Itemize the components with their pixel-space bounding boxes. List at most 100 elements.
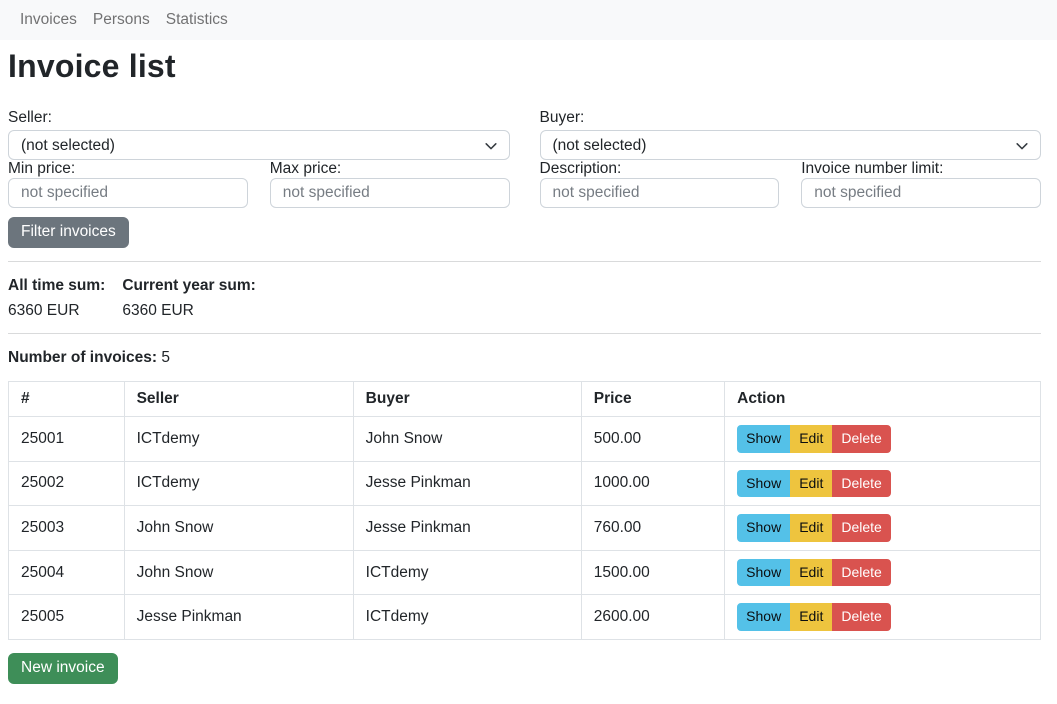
invoice-table-body: 25001 ICTdemy John Snow 500.00 Show Edit… <box>8 415 1041 640</box>
min-price-label: Min price: <box>8 160 76 177</box>
show-button[interactable]: Show <box>737 469 791 498</box>
action-button-group: Show Edit Delete <box>737 469 891 498</box>
filter-invoices-button[interactable]: Filter invoices <box>8 217 129 248</box>
description-input[interactable] <box>539 178 780 208</box>
column-header-action: Action <box>724 380 1041 417</box>
invoice-table: # Seller Buyer Price Action 25001 ICTdem… <box>8 380 1041 640</box>
invoice-count: Number of invoices: 5 <box>8 349 1041 367</box>
seller-label: Seller: <box>8 109 52 126</box>
description-label: Description: <box>539 160 622 177</box>
price-cell: 760.00 <box>580 505 726 551</box>
table-header-row: # Seller Buyer Price Action <box>8 380 1041 417</box>
buyer-select[interactable]: (not selected) <box>539 130 1041 160</box>
show-button[interactable]: Show <box>737 424 791 453</box>
show-button[interactable]: Show <box>737 558 791 587</box>
price-cell: 500.00 <box>580 415 726 462</box>
action-button-group: Show Edit Delete <box>737 424 891 453</box>
show-button[interactable]: Show <box>737 603 791 631</box>
invoice-number-cell: 25004 <box>8 549 125 596</box>
edit-button[interactable]: Edit <box>790 558 833 587</box>
buyer-cell: ICTdemy <box>352 594 582 640</box>
table-row: 25003 John Snow Jesse Pinkman 760.00 Sho… <box>8 505 1041 551</box>
max-price-label: Max price: <box>269 160 342 177</box>
all-time-sum-label: All time sum: <box>8 276 106 294</box>
table-row: 25001 ICTdemy John Snow 500.00 Show Edit… <box>8 415 1041 462</box>
action-cell: Show Edit Delete <box>724 505 1041 551</box>
divider <box>8 260 1041 262</box>
edit-button[interactable]: Edit <box>790 469 833 498</box>
delete-button[interactable]: Delete <box>832 603 891 631</box>
seller-cell: Jesse Pinkman <box>123 594 354 640</box>
invoice-count-label: Number of invoices: <box>8 348 157 366</box>
column-header-buyer: Buyer <box>352 380 582 417</box>
filter-right-column: Buyer: (not selected) Description: Invoi… <box>539 107 1041 208</box>
min-price-input[interactable] <box>8 178 248 208</box>
edit-button[interactable]: Edit <box>790 424 833 453</box>
table-row: 25005 Jesse Pinkman ICTdemy 2600.00 Show… <box>8 594 1041 640</box>
filter-left-column: Seller: (not selected) Min price: Max pr… <box>8 107 510 208</box>
buyer-label: Buyer: <box>539 109 585 126</box>
invoice-number-cell: 25003 <box>8 505 125 551</box>
action-cell: Show Edit Delete <box>724 415 1041 462</box>
buyer-cell: John Snow <box>352 415 582 462</box>
edit-button[interactable]: Edit <box>790 514 833 542</box>
price-cell: 1500.00 <box>580 549 726 596</box>
column-header-price: Price <box>580 380 726 417</box>
page-content: Invoice list Seller: (not selected) Min … <box>0 40 1057 704</box>
buyer-cell: Jesse Pinkman <box>352 505 582 551</box>
edit-button[interactable]: Edit <box>790 603 833 631</box>
seller-cell: John Snow <box>123 549 354 596</box>
buyer-cell: Jesse Pinkman <box>352 460 582 507</box>
seller-select[interactable]: (not selected) <box>8 130 510 160</box>
page-title: Invoice list <box>8 48 176 84</box>
column-header-seller: Seller <box>123 380 354 417</box>
invoice-number-limit-group: Invoice number limit: <box>801 160 1041 208</box>
table-row: 25004 John Snow ICTdemy 1500.00 Show Edi… <box>8 549 1041 596</box>
action-button-group: Show Edit Delete <box>737 603 891 631</box>
action-button-group: Show Edit Delete <box>737 514 891 542</box>
seller-cell: John Snow <box>123 505 354 551</box>
seller-cell: ICTdemy <box>123 460 354 507</box>
all-time-sum-value: 6360 EUR <box>8 301 80 319</box>
description-group: Description: <box>539 160 780 208</box>
nav-item-statistics[interactable]: Statistics <box>165 11 228 28</box>
sums-section: All time sum: 6360 EUR Current year sum:… <box>8 277 1041 320</box>
current-year-sum-value: 6360 EUR <box>122 301 194 319</box>
invoice-number-cell: 25002 <box>8 460 125 507</box>
filter-form: Seller: (not selected) Min price: Max pr… <box>8 107 1041 208</box>
nav-item-persons[interactable]: Persons <box>92 11 150 28</box>
action-button-group: Show Edit Delete <box>737 558 891 587</box>
divider <box>8 332 1041 334</box>
price-cell: 1000.00 <box>580 460 726 507</box>
min-price-group: Min price: <box>8 160 248 208</box>
invoice-number-cell: 25001 <box>8 415 125 462</box>
buyer-cell: ICTdemy <box>352 549 582 596</box>
filter-button-row: Filter invoices <box>8 217 1041 248</box>
show-button[interactable]: Show <box>737 514 791 542</box>
price-cell: 2600.00 <box>580 594 726 640</box>
delete-button[interactable]: Delete <box>832 558 891 587</box>
action-cell: Show Edit Delete <box>724 594 1041 640</box>
delete-button[interactable]: Delete <box>832 424 891 453</box>
current-year-sum-label: Current year sum: <box>122 276 256 294</box>
buyer-select-wrap: (not selected) <box>539 130 1041 160</box>
top-navbar: Invoices Persons Statistics <box>0 0 1057 40</box>
max-price-input[interactable] <box>269 178 510 208</box>
current-year-sum: Current year sum: 6360 EUR <box>122 277 256 320</box>
all-time-sum: All time sum: 6360 EUR <box>8 277 105 320</box>
invoice-number-limit-input[interactable] <box>801 178 1041 208</box>
new-invoice-button[interactable]: New invoice <box>8 652 118 684</box>
delete-button[interactable]: Delete <box>832 469 891 498</box>
action-cell: Show Edit Delete <box>724 549 1041 596</box>
seller-select-wrap: (not selected) <box>8 130 510 160</box>
nav-item-invoices[interactable]: Invoices <box>20 11 77 28</box>
new-invoice-row: New invoice <box>8 652 1041 684</box>
delete-button[interactable]: Delete <box>832 514 891 542</box>
seller-cell: ICTdemy <box>123 415 354 462</box>
invoice-number-cell: 25005 <box>8 594 125 640</box>
column-header-number: # <box>8 380 125 417</box>
table-row: 25002 ICTdemy Jesse Pinkman 1000.00 Show… <box>8 460 1041 507</box>
invoice-number-limit-label: Invoice number limit: <box>801 160 944 177</box>
max-price-group: Max price: <box>269 160 510 208</box>
action-cell: Show Edit Delete <box>724 460 1041 507</box>
